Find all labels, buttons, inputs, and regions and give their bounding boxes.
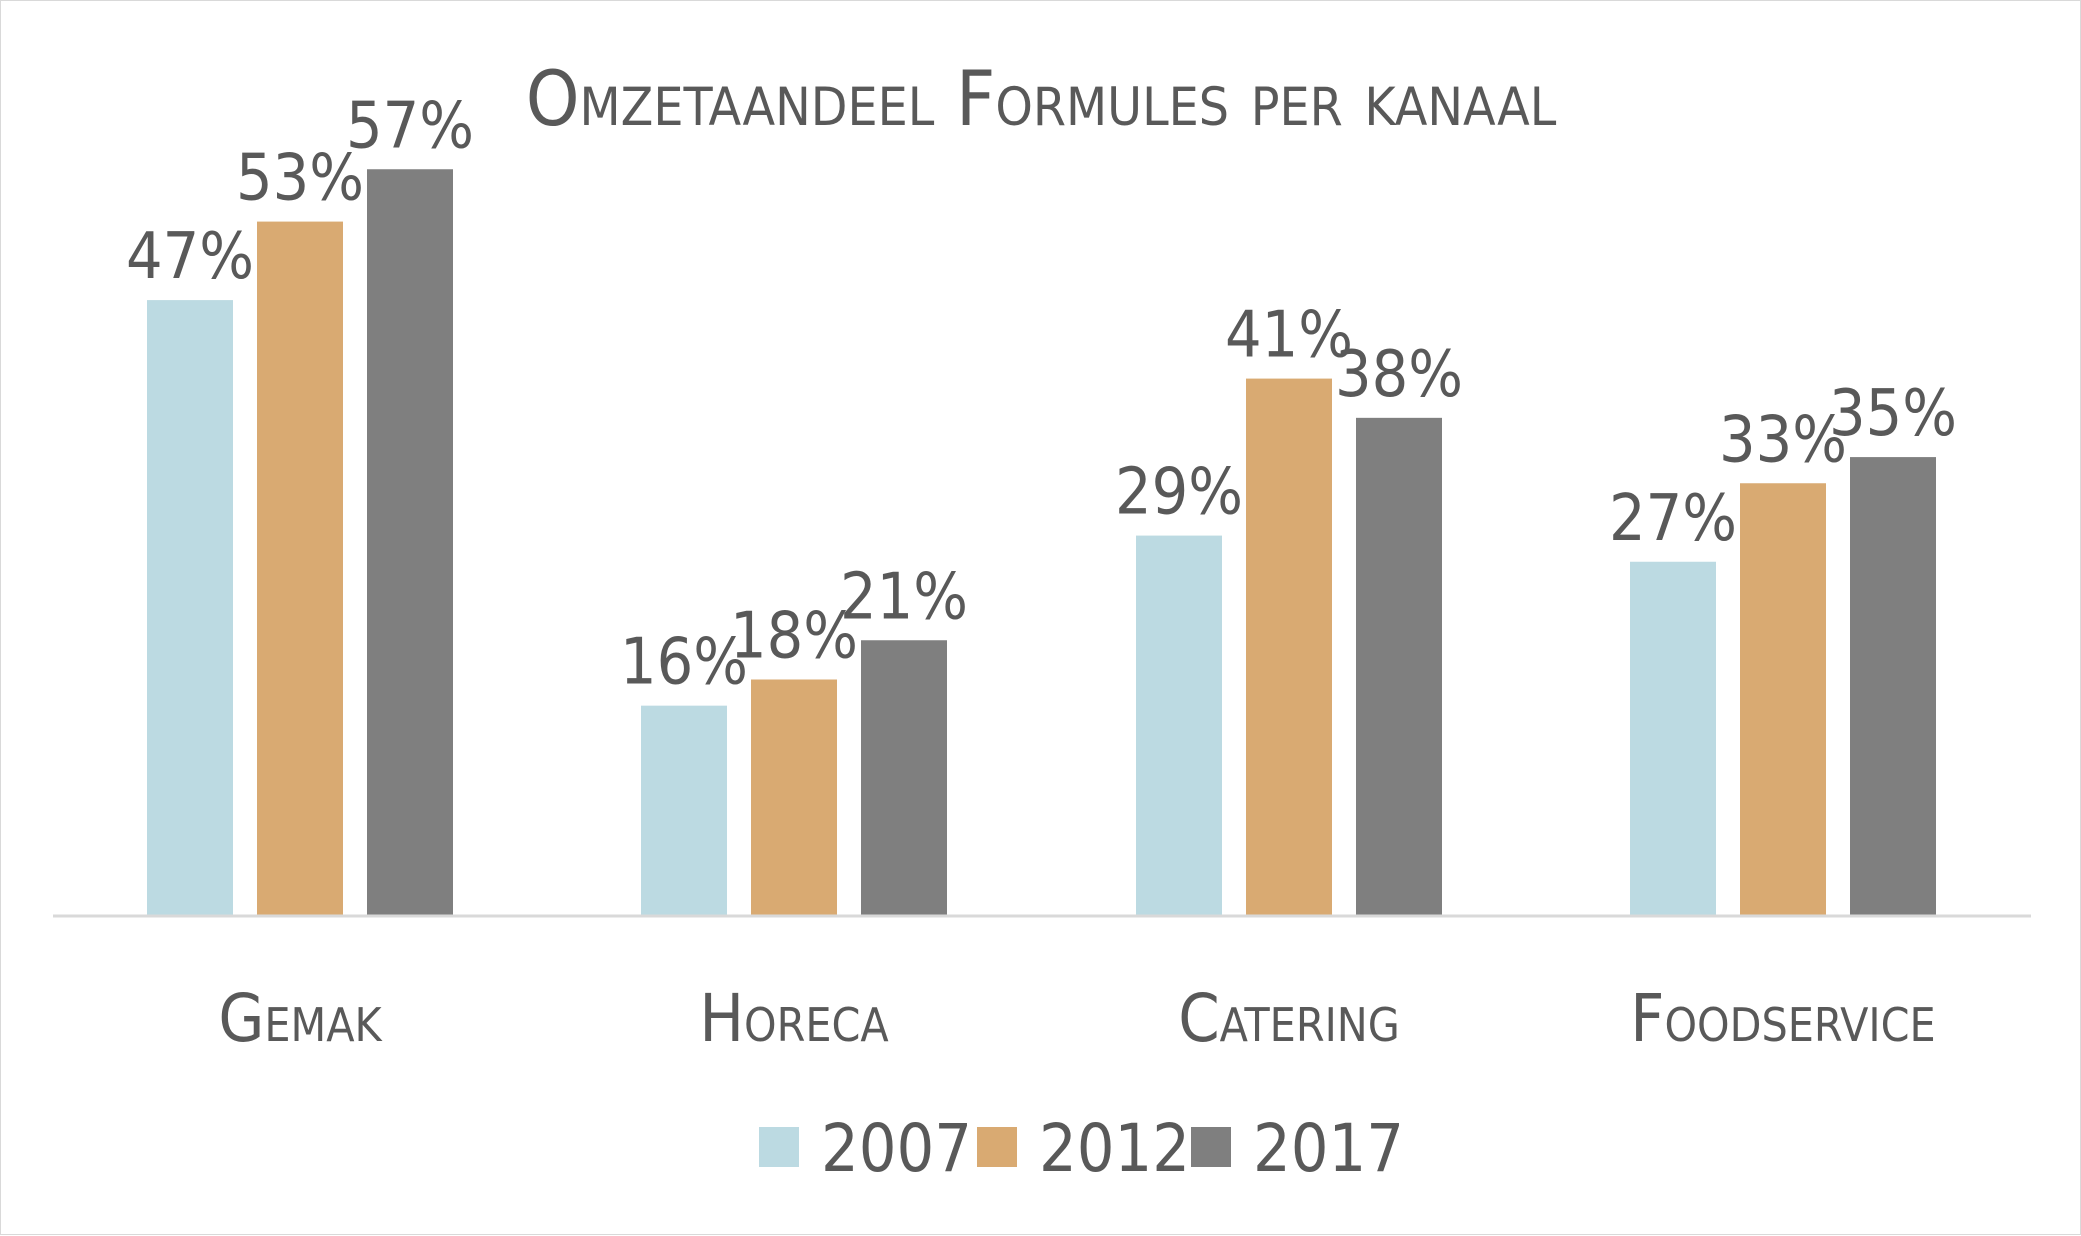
bar-horeca-2012 (751, 679, 837, 915)
data-labels-layer: 47%53%57% 16%18%21% 29% 41%38% 27%33%35% (126, 89, 1957, 699)
chart-title: Omzetaandeel Formules per kanaal (526, 54, 1557, 143)
data-label-horeca-2012: 18% (730, 600, 858, 674)
category-label-gemak: Gemak (218, 980, 383, 1057)
legend-swatch-2012 (977, 1127, 1017, 1167)
data-label-gemak-2017: 57% (346, 89, 474, 163)
data-label-foodservice-2012: 33% (1719, 403, 1847, 477)
legend-label-2007: 2007 (821, 1110, 972, 1187)
legend-swatch-2017 (1191, 1127, 1231, 1167)
legend-label-2017: 2017 (1253, 1110, 1404, 1187)
data-label-catering-2012: 41% (1225, 299, 1353, 373)
bar-gemak-2012 (257, 221, 343, 916)
category-labels-layer: Gemak Horeca Catering Foodservice (218, 980, 1935, 1057)
data-label-foodservice-2007: 27% (1609, 482, 1737, 556)
category-label-foodservice: Foodservice (1630, 980, 1935, 1057)
legend: 2007 2012 2017 (759, 1110, 1404, 1187)
bar-foodservice-2012 (1740, 483, 1826, 915)
data-label-horeca-2017: 21% (840, 560, 968, 634)
bar-foodservice-2007 (1630, 561, 1716, 915)
legend-swatch-2007 (759, 1127, 799, 1167)
bar-catering-2017 (1356, 417, 1442, 915)
bar-catering-2012 (1246, 378, 1332, 915)
category-label-horeca: Horeca (699, 980, 888, 1057)
bar-horeca-2017 (861, 640, 947, 915)
data-label-catering-2017: 38% (1335, 338, 1463, 412)
legend-label-2012: 2012 (1039, 1110, 1190, 1187)
bar-gemak-2017 (367, 169, 453, 915)
bars-layer (147, 169, 1936, 916)
category-label-catering: Catering (1178, 980, 1400, 1057)
bar-horeca-2007 (641, 705, 727, 915)
bar-catering-2007 (1136, 535, 1222, 915)
bar-gemak-2007 (147, 300, 233, 915)
data-label-foodservice-2017: 35% (1829, 377, 1957, 451)
data-label-horeca-2007: 16% (620, 626, 748, 700)
data-label-gemak-2007: 47% (126, 220, 254, 294)
data-label-catering-2007: 29% (1115, 456, 1243, 530)
data-label-gemak-2012: 53% (236, 142, 364, 216)
bar-foodservice-2017 (1850, 457, 1936, 915)
